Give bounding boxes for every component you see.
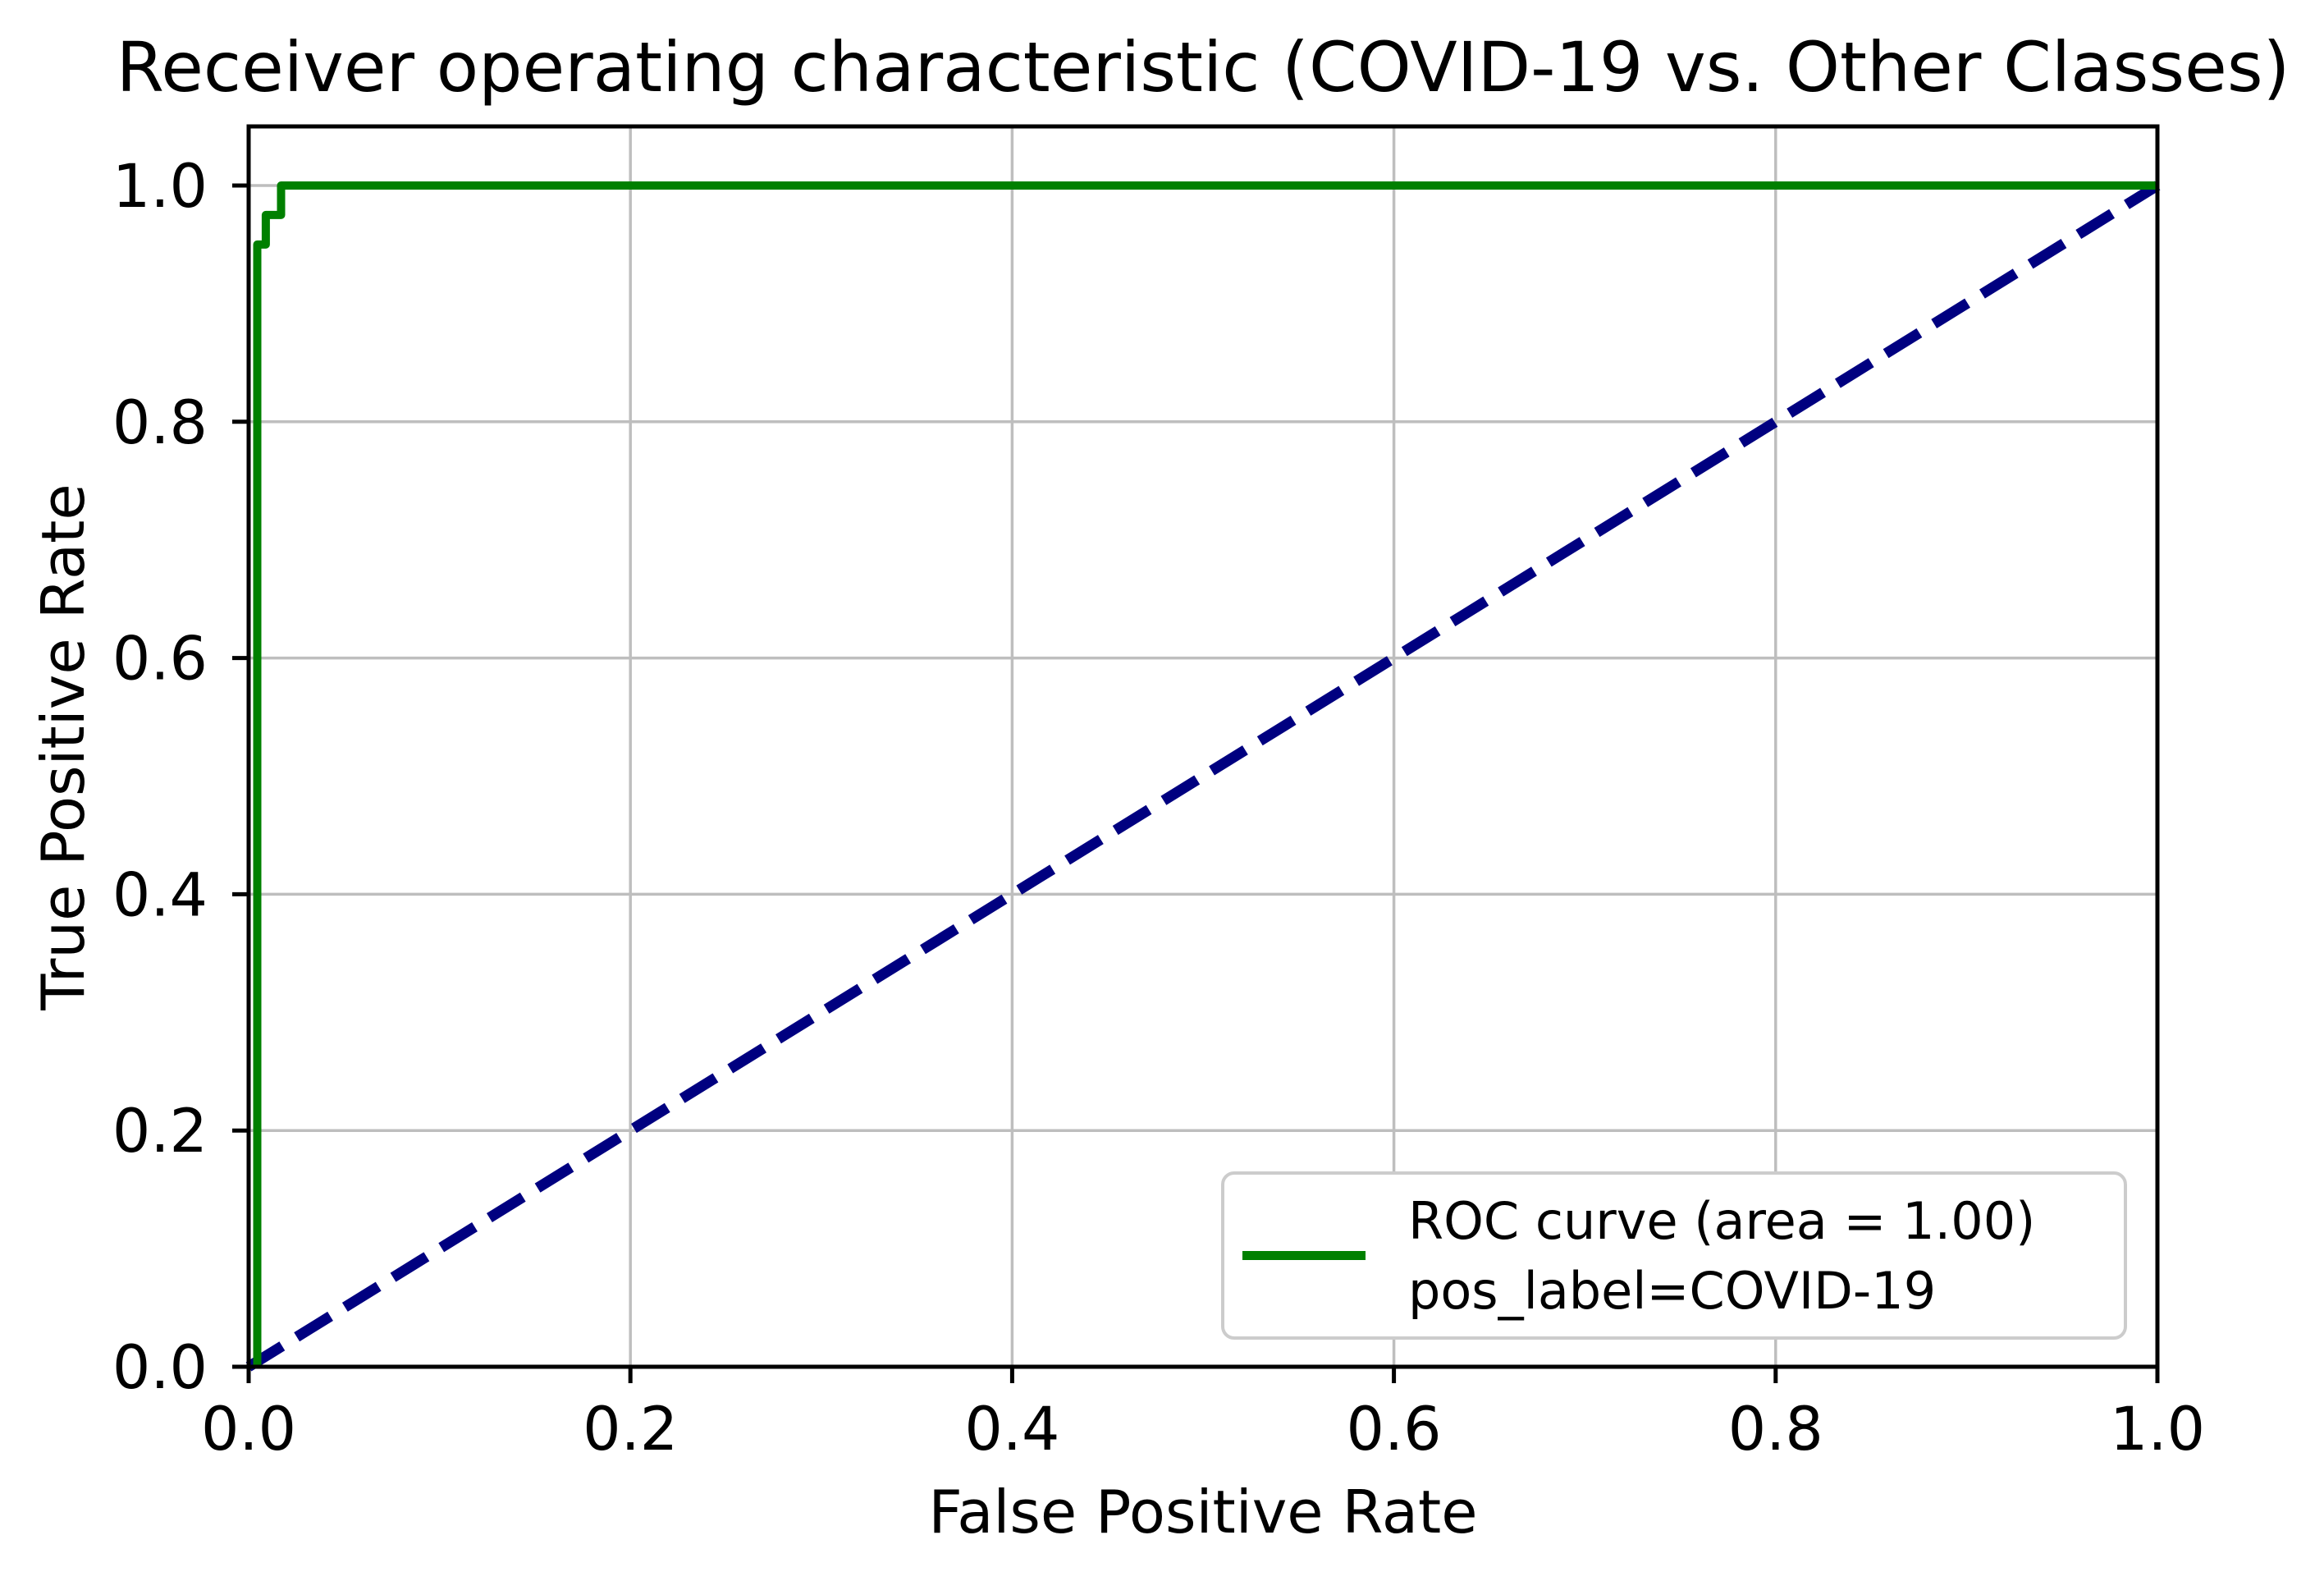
- y-tick-label: 0.8: [112, 388, 208, 458]
- legend: ROC curve (area = 1.00) pos_label=COVID-…: [1221, 1171, 2127, 1340]
- y-tick-label: 0.6: [112, 625, 208, 694]
- y-tick-label: 0.4: [112, 860, 208, 930]
- y-tick-label: 0.2: [112, 1097, 208, 1166]
- x-tick-label: 0.4: [964, 1395, 1059, 1464]
- roc-curve: [253, 181, 2157, 1367]
- chance-diagonal: [245, 181, 2161, 1372]
- legend-label-pos-label: pos_label=COVID-19: [1408, 1260, 1937, 1321]
- x-tick-label: 1.0: [2110, 1395, 2205, 1464]
- x-tick-label: 0.6: [1347, 1395, 1442, 1464]
- y-axis-label: True Positive Rate: [29, 483, 98, 1010]
- x-tick-label: 0.8: [1728, 1395, 1823, 1464]
- x-tick-label: 0.2: [583, 1395, 678, 1464]
- legend-label-roc-curve: ROC curve (area = 1.00): [1408, 1190, 2036, 1251]
- x-axis-label: False Positive Rate: [928, 1478, 1478, 1547]
- y-tick-label: 0.0: [112, 1333, 208, 1403]
- y-tick-label: 1.0: [112, 152, 208, 222]
- x-tick-label: 0.0: [201, 1395, 296, 1464]
- axes-spines: [246, 124, 2160, 1369]
- legend-roc-line-swatch: [1242, 1251, 1366, 1260]
- chart-title: Receiver operating characteristic (COVID…: [116, 27, 2290, 108]
